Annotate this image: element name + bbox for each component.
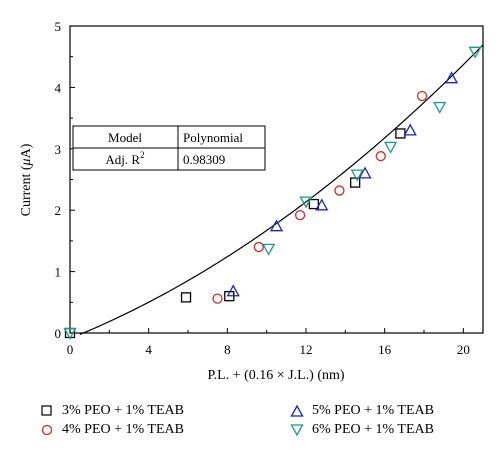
fit-table: Model Polynomial Adj. R2 0.98309 xyxy=(72,125,266,171)
marker-series-1 xyxy=(375,151,386,162)
marker-series-1 xyxy=(253,241,264,253)
legend-item-4pct: 4% PEO + 1% TEAB xyxy=(40,422,184,438)
legend-label-4pct: 4% PEO + 1% TEAB xyxy=(62,422,184,437)
y-tick-label: 2 xyxy=(55,203,62,218)
x-tick-label: 12 xyxy=(300,342,313,357)
legend-item-3pct: 3% PEO + 1% TEAB xyxy=(40,403,184,419)
fit-table-header-polynomial: Polynomial xyxy=(183,130,243,145)
legend-label-5pct: 5% PEO + 1% TEAB xyxy=(312,403,434,418)
x-tick-label: 0 xyxy=(67,342,74,357)
y-tick-label: 5 xyxy=(55,19,62,34)
x-tick-label: 20 xyxy=(457,342,470,357)
y-axis-ticks: 0 1 2 3 4 5 xyxy=(55,19,75,341)
marker-series-2 xyxy=(226,284,240,297)
marker-series-2 xyxy=(269,219,284,232)
marker-series-3 xyxy=(63,327,77,340)
x-tick-label: 16 xyxy=(378,342,392,357)
legend-circle-marker xyxy=(41,424,53,436)
y-axis-label: Current (μA) xyxy=(19,143,34,216)
y-tick-label: 1 xyxy=(55,265,62,280)
marker-series-3 xyxy=(299,196,313,209)
marker-series-3 xyxy=(262,243,276,256)
marker-series-2 xyxy=(358,166,372,179)
legend-triangle-up-marker xyxy=(290,404,304,417)
marker-series-1 xyxy=(416,90,428,102)
y-tick-label: 0 xyxy=(55,326,62,341)
y-axis-label-prefix: Current ( xyxy=(19,165,34,216)
marker-series-1 xyxy=(334,185,345,196)
fit-table-row-label: Adj. R2 xyxy=(105,150,144,167)
marker-series-3 xyxy=(468,46,482,59)
x-tick-label: 8 xyxy=(224,342,231,357)
y-tick-label: 3 xyxy=(55,142,62,157)
y-tick-label: 4 xyxy=(55,80,62,95)
legend-triangle-down-marker xyxy=(290,424,304,437)
x-axis-ticks: 0 4 8 12 16 20 xyxy=(67,328,470,357)
fit-table-row-value: 0.98309 xyxy=(183,152,225,167)
marker-series-2 xyxy=(403,123,417,136)
fit-table-row-label-text: Adj. R xyxy=(105,152,140,167)
data-markers xyxy=(63,46,482,340)
plot-frame xyxy=(69,25,484,334)
marker-series-2 xyxy=(315,198,329,211)
marker-series-3 xyxy=(350,169,364,182)
marker-series-0 xyxy=(180,292,192,303)
marker-series-3 xyxy=(383,141,398,154)
marker-series-0 xyxy=(395,128,406,139)
x-axis-label: P.L. + (0.16 × J.L.) (nm) xyxy=(207,368,344,383)
marker-series-0 xyxy=(350,177,361,188)
marker-series-3 xyxy=(433,101,447,114)
marker-series-1 xyxy=(294,209,306,221)
legend-label-6pct: 6% PEO + 1% TEAB xyxy=(312,422,434,437)
marker-series-1 xyxy=(212,293,223,304)
legend-item-5pct: 5% PEO + 1% TEAB xyxy=(290,403,434,419)
fit-table-header-model: Model xyxy=(108,130,142,145)
legend-label-3pct: 3% PEO + 1% TEAB xyxy=(62,403,184,418)
legend-square-marker xyxy=(41,405,52,416)
y-axis-label-suffix: A) xyxy=(19,143,34,158)
y-axis-label-mu: μ xyxy=(19,158,34,166)
marker-series-2 xyxy=(444,71,459,84)
legend-item-6pct: 6% PEO + 1% TEAB xyxy=(290,422,434,438)
fit-table-row-label-sup: 2 xyxy=(140,150,145,160)
fit-curve xyxy=(79,44,484,336)
marker-series-0 xyxy=(308,198,320,210)
x-tick-label: 4 xyxy=(145,342,152,357)
